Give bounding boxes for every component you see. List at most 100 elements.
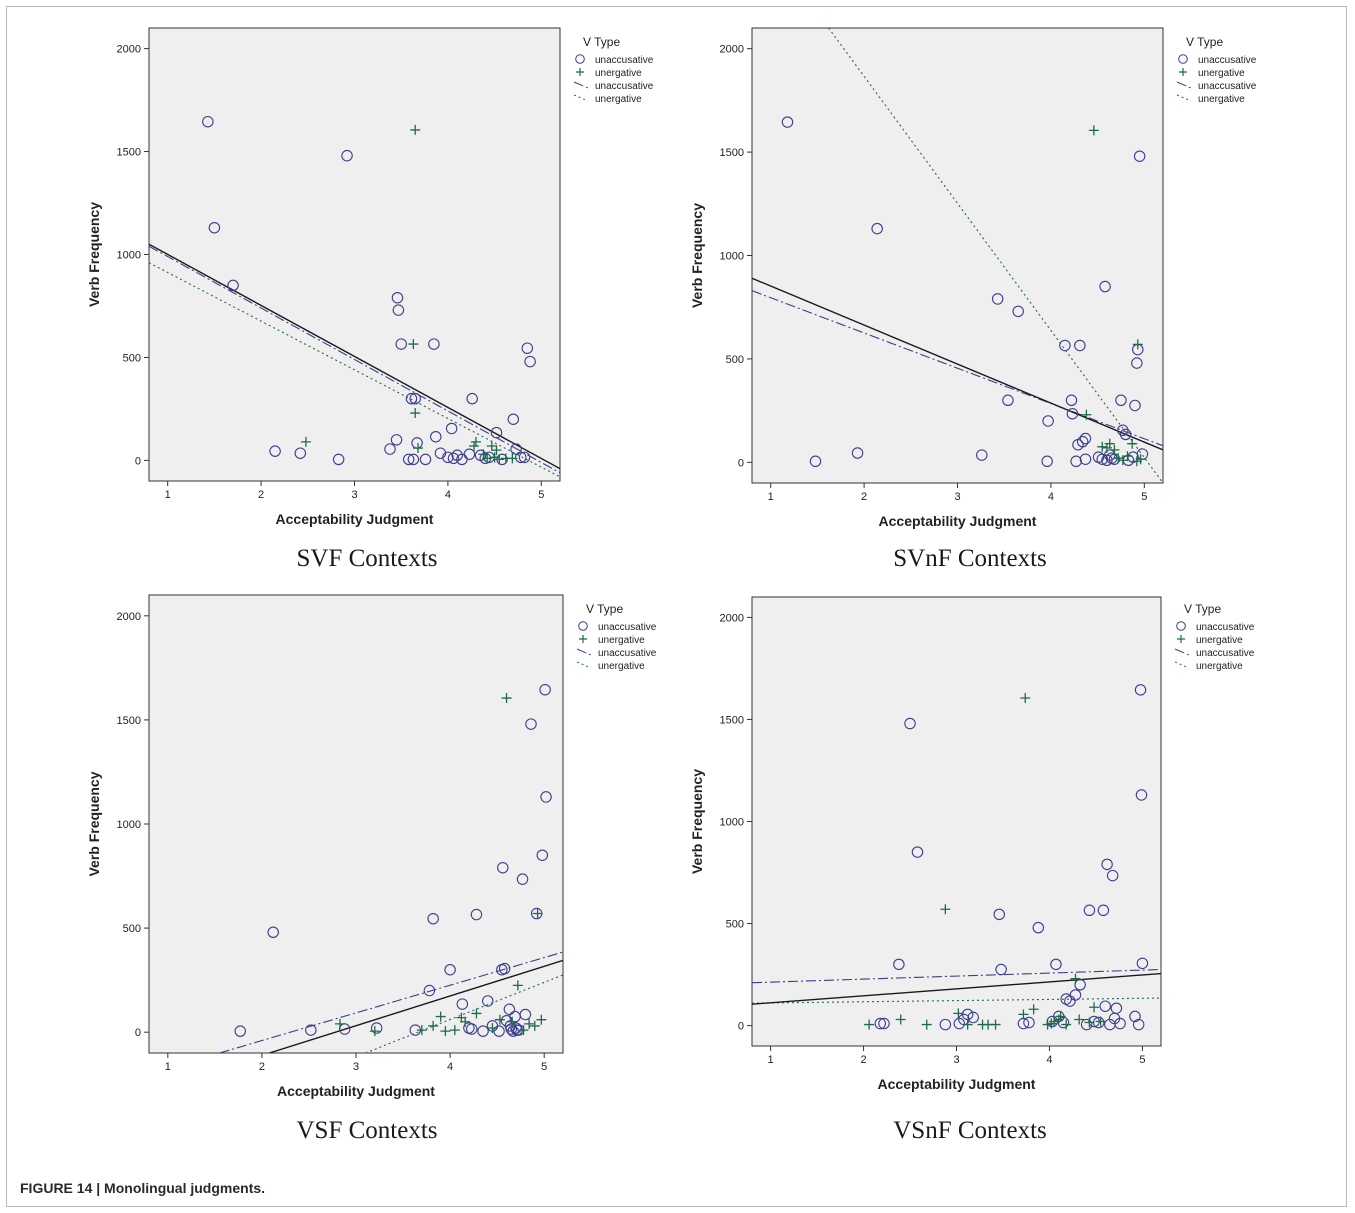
point-unaccusative [1002, 394, 1014, 407]
point-unergative [1081, 409, 1092, 420]
fit-lines [752, 28, 1163, 483]
y-tick-label: 1000 [117, 250, 141, 262]
point-unaccusative [1023, 1016, 1035, 1029]
chart-title-1: SVF Contexts [296, 545, 438, 572]
legend-title: V Type [583, 35, 620, 49]
point-unaccusative [540, 791, 552, 803]
x-tick-label: 3 [351, 489, 357, 501]
y-tick-label: 1000 [720, 251, 744, 263]
point-unergative [408, 339, 419, 350]
y-tick-label: 2000 [720, 44, 744, 56]
point-unergative [1135, 454, 1146, 465]
legend-marker-line [1176, 81, 1192, 89]
y-tick-label: 2000 [117, 611, 141, 623]
point-unaccusative [392, 304, 405, 316]
point-unaccusative [498, 962, 511, 975]
point-unaccusative [395, 338, 407, 350]
point-unaccusative [1074, 979, 1086, 991]
point-unaccusative [407, 453, 420, 466]
x-tick-label: 4 [1046, 1054, 1052, 1066]
legend: V Type unaccusative unergative unaccusative… [1176, 35, 1257, 105]
point-unaccusative [516, 873, 529, 885]
point-unergative [940, 904, 951, 915]
point-unergative [1095, 1016, 1106, 1027]
point-unergative [1089, 1002, 1100, 1013]
point-unergative [1117, 455, 1128, 466]
point-unaccusative [445, 422, 458, 435]
x-tick-label: 2 [258, 489, 264, 501]
point-unergative [300, 436, 311, 447]
point-unaccusative [444, 963, 456, 976]
point-unaccusative [1131, 357, 1143, 369]
point-unergative [1074, 1014, 1085, 1025]
y-tick-label: 1500 [117, 715, 141, 727]
x-tick-label: 1 [165, 1061, 171, 1073]
point-unaccusative [208, 221, 221, 234]
point-unaccusative [995, 963, 1007, 976]
point-unaccusative [993, 908, 1006, 921]
point-unaccusative [1050, 958, 1062, 971]
x-tick-label: 2 [861, 491, 867, 503]
point-unergative [1028, 1004, 1039, 1015]
point-unaccusative [423, 984, 436, 997]
point-unergative [335, 1018, 346, 1029]
point-unaccusative [1083, 904, 1096, 917]
fit-line-unergative [752, 997, 1161, 1004]
point-unergative [487, 1023, 498, 1034]
point-unergative [440, 1026, 451, 1037]
point-unaccusative [524, 355, 536, 368]
point-unaccusative [405, 392, 418, 405]
point-unaccusative [1076, 435, 1089, 448]
chart-1: 0 500 1000 1500 2000 1 2 3 4 5 Acceptability Judgm… [86, 27, 654, 527]
point-unergative [1055, 1011, 1066, 1022]
x-tick-label: 5 [1141, 491, 1147, 503]
legend-title: V Type [1184, 602, 1221, 616]
point-unergative [1084, 1017, 1095, 1028]
y-tick-label: 2000 [117, 44, 141, 56]
x-tick-label: 5 [1139, 1054, 1145, 1066]
point-unaccusative [442, 451, 454, 464]
point-unergative [1020, 693, 1031, 704]
point-unergative [1104, 438, 1115, 449]
point-unaccusative [1065, 394, 1078, 407]
point-unaccusative [1133, 150, 1146, 162]
point-unaccusative [871, 222, 883, 235]
point-unaccusative [1136, 957, 1149, 970]
point-unaccusative [390, 434, 403, 446]
point-unaccusative [967, 1011, 979, 1024]
legend-label: unaccusative [598, 622, 657, 633]
legend-marker-circle [578, 621, 588, 631]
chart-2: 0 500 1000 1500 2000 1 2 3 4 5 Acceptability Judgm… [689, 27, 1257, 529]
point-unergative [1018, 1009, 1029, 1020]
point-unaccusative [1079, 453, 1092, 465]
point-unaccusative [493, 1025, 505, 1037]
point-unergative [864, 1019, 875, 1030]
point-unaccusative [505, 1023, 517, 1035]
legend-marker-line [576, 648, 592, 656]
legend-marker-line [1174, 648, 1190, 656]
x-tick-label: 5 [538, 489, 544, 501]
point-unaccusative [539, 683, 551, 696]
x-tick-label: 1 [768, 491, 774, 503]
point-unergative [460, 1016, 471, 1027]
point-unaccusative [447, 452, 460, 465]
point-unaccusative [525, 718, 537, 730]
point-unaccusative [1012, 305, 1024, 318]
point-unaccusative [463, 448, 476, 460]
point-unaccusative [961, 1008, 974, 1021]
point-unergative [449, 1025, 460, 1036]
point-unaccusative [465, 1023, 478, 1035]
fit-line-total [752, 972, 1161, 1005]
point-unaccusative [490, 426, 503, 439]
legend-label: unergative [1196, 661, 1243, 672]
point-unaccusative [1042, 415, 1054, 427]
point-unergative [532, 908, 543, 919]
point-unergative [435, 1011, 446, 1022]
legend-label: unaccusative [595, 81, 654, 92]
legend: V Type unaccusative unergative unaccusative… [573, 35, 654, 105]
point-unergative [482, 453, 493, 464]
point-unaccusative [430, 430, 442, 443]
y-tick-label: 0 [135, 455, 141, 467]
point-unaccusative [519, 1008, 532, 1021]
